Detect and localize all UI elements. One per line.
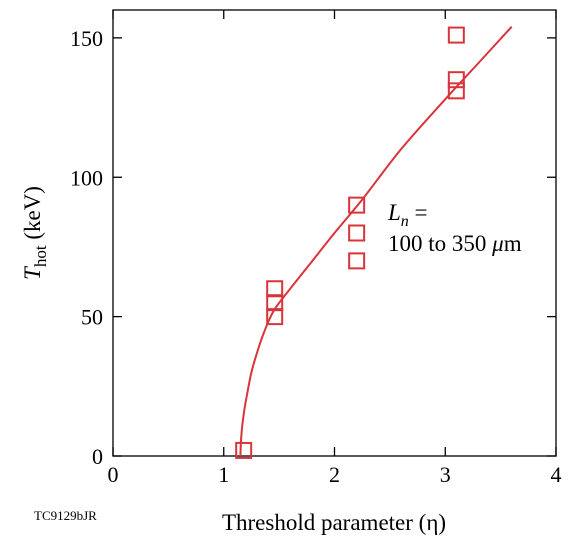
- tick-labels: 0 1 2 3 4 0 50 100 150: [70, 26, 562, 487]
- x-tick-label: 3: [440, 462, 451, 487]
- y-axis-title: Thot (keV): [20, 186, 50, 280]
- annotation-n: n: [401, 213, 409, 230]
- data-point: [266, 308, 284, 326]
- y-tick-label: 0: [92, 444, 103, 469]
- y-tick-label: 50: [81, 305, 103, 330]
- data-point: [235, 441, 253, 459]
- axis-ticks: [112, 10, 557, 457]
- y-axis-title-main: T: [20, 265, 45, 280]
- data-point: [266, 280, 284, 298]
- y-tick-label: 100: [70, 165, 103, 190]
- data-point: [266, 294, 284, 312]
- annotation-eq: =: [409, 200, 428, 225]
- data-point: [348, 224, 366, 242]
- x-tick-label: 1: [218, 462, 229, 487]
- y-tick-label: 150: [70, 26, 103, 51]
- annotation-mu: μ: [491, 231, 504, 256]
- annotation-line1: Ln =: [387, 200, 428, 230]
- annotation-unit: m: [504, 231, 522, 256]
- annotation-range: 100 to 350: [388, 231, 492, 256]
- data-points: [235, 26, 465, 459]
- x-tick-label: 0: [108, 462, 119, 487]
- annotation-line2: 100 to 350 μm: [388, 231, 522, 256]
- data-point: [348, 196, 366, 214]
- x-tick-label: 4: [551, 462, 562, 487]
- y-axis-title-unit: (keV): [20, 186, 45, 245]
- data-point: [447, 82, 465, 100]
- data-point: [447, 26, 465, 44]
- data-point: [348, 252, 366, 270]
- data-point: [447, 71, 465, 89]
- x-tick-label: 2: [329, 462, 340, 487]
- y-axis-title-sub: hot: [31, 245, 50, 267]
- annotation-l: L: [387, 200, 401, 225]
- figure-id: TC9129bJR: [34, 508, 97, 523]
- x-axis-title: Threshold parameter (η): [222, 510, 446, 535]
